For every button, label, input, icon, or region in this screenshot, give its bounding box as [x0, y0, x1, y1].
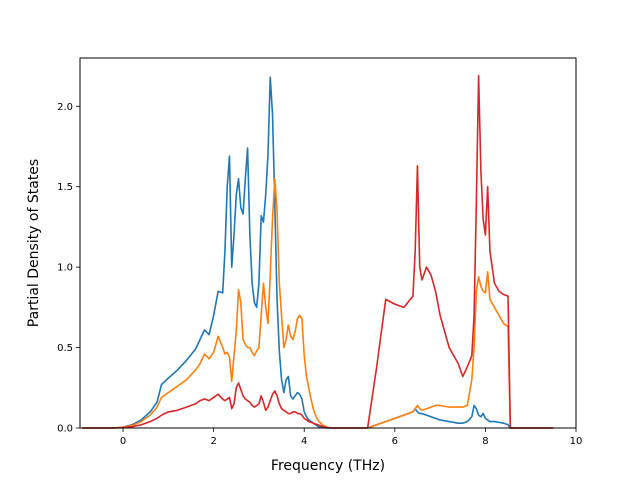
y-tick-label: 1.5	[57, 182, 73, 193]
series-layer	[82, 74, 554, 429]
y-tick-label: 0.5	[57, 343, 73, 354]
y-tick-label: 2.0	[57, 102, 73, 113]
series-line-3	[82, 74, 554, 429]
series-line-1	[82, 76, 554, 429]
plot-area	[80, 58, 576, 428]
x-tick-label: 6	[392, 436, 398, 447]
x-axis-label: Frequency (THz)	[271, 458, 385, 474]
plot-frame	[79, 57, 577, 429]
y-axis-ticks: 0.0 0.5 1.0 1.5 2.0	[57, 102, 80, 435]
y-tick-label: 0.0	[57, 424, 73, 435]
x-axis-ticks: 0 2 4 6 8 10	[120, 428, 583, 447]
y-axis-label: Partial Density of States	[26, 159, 42, 327]
x-tick-label: 2	[210, 436, 216, 447]
x-tick-label: 10	[570, 436, 583, 447]
series-line-2	[82, 177, 554, 429]
y-tick-label: 1.0	[57, 263, 73, 274]
x-tick-label: 0	[120, 436, 126, 447]
x-tick-label: 8	[482, 436, 488, 447]
x-tick-label: 4	[301, 436, 307, 447]
